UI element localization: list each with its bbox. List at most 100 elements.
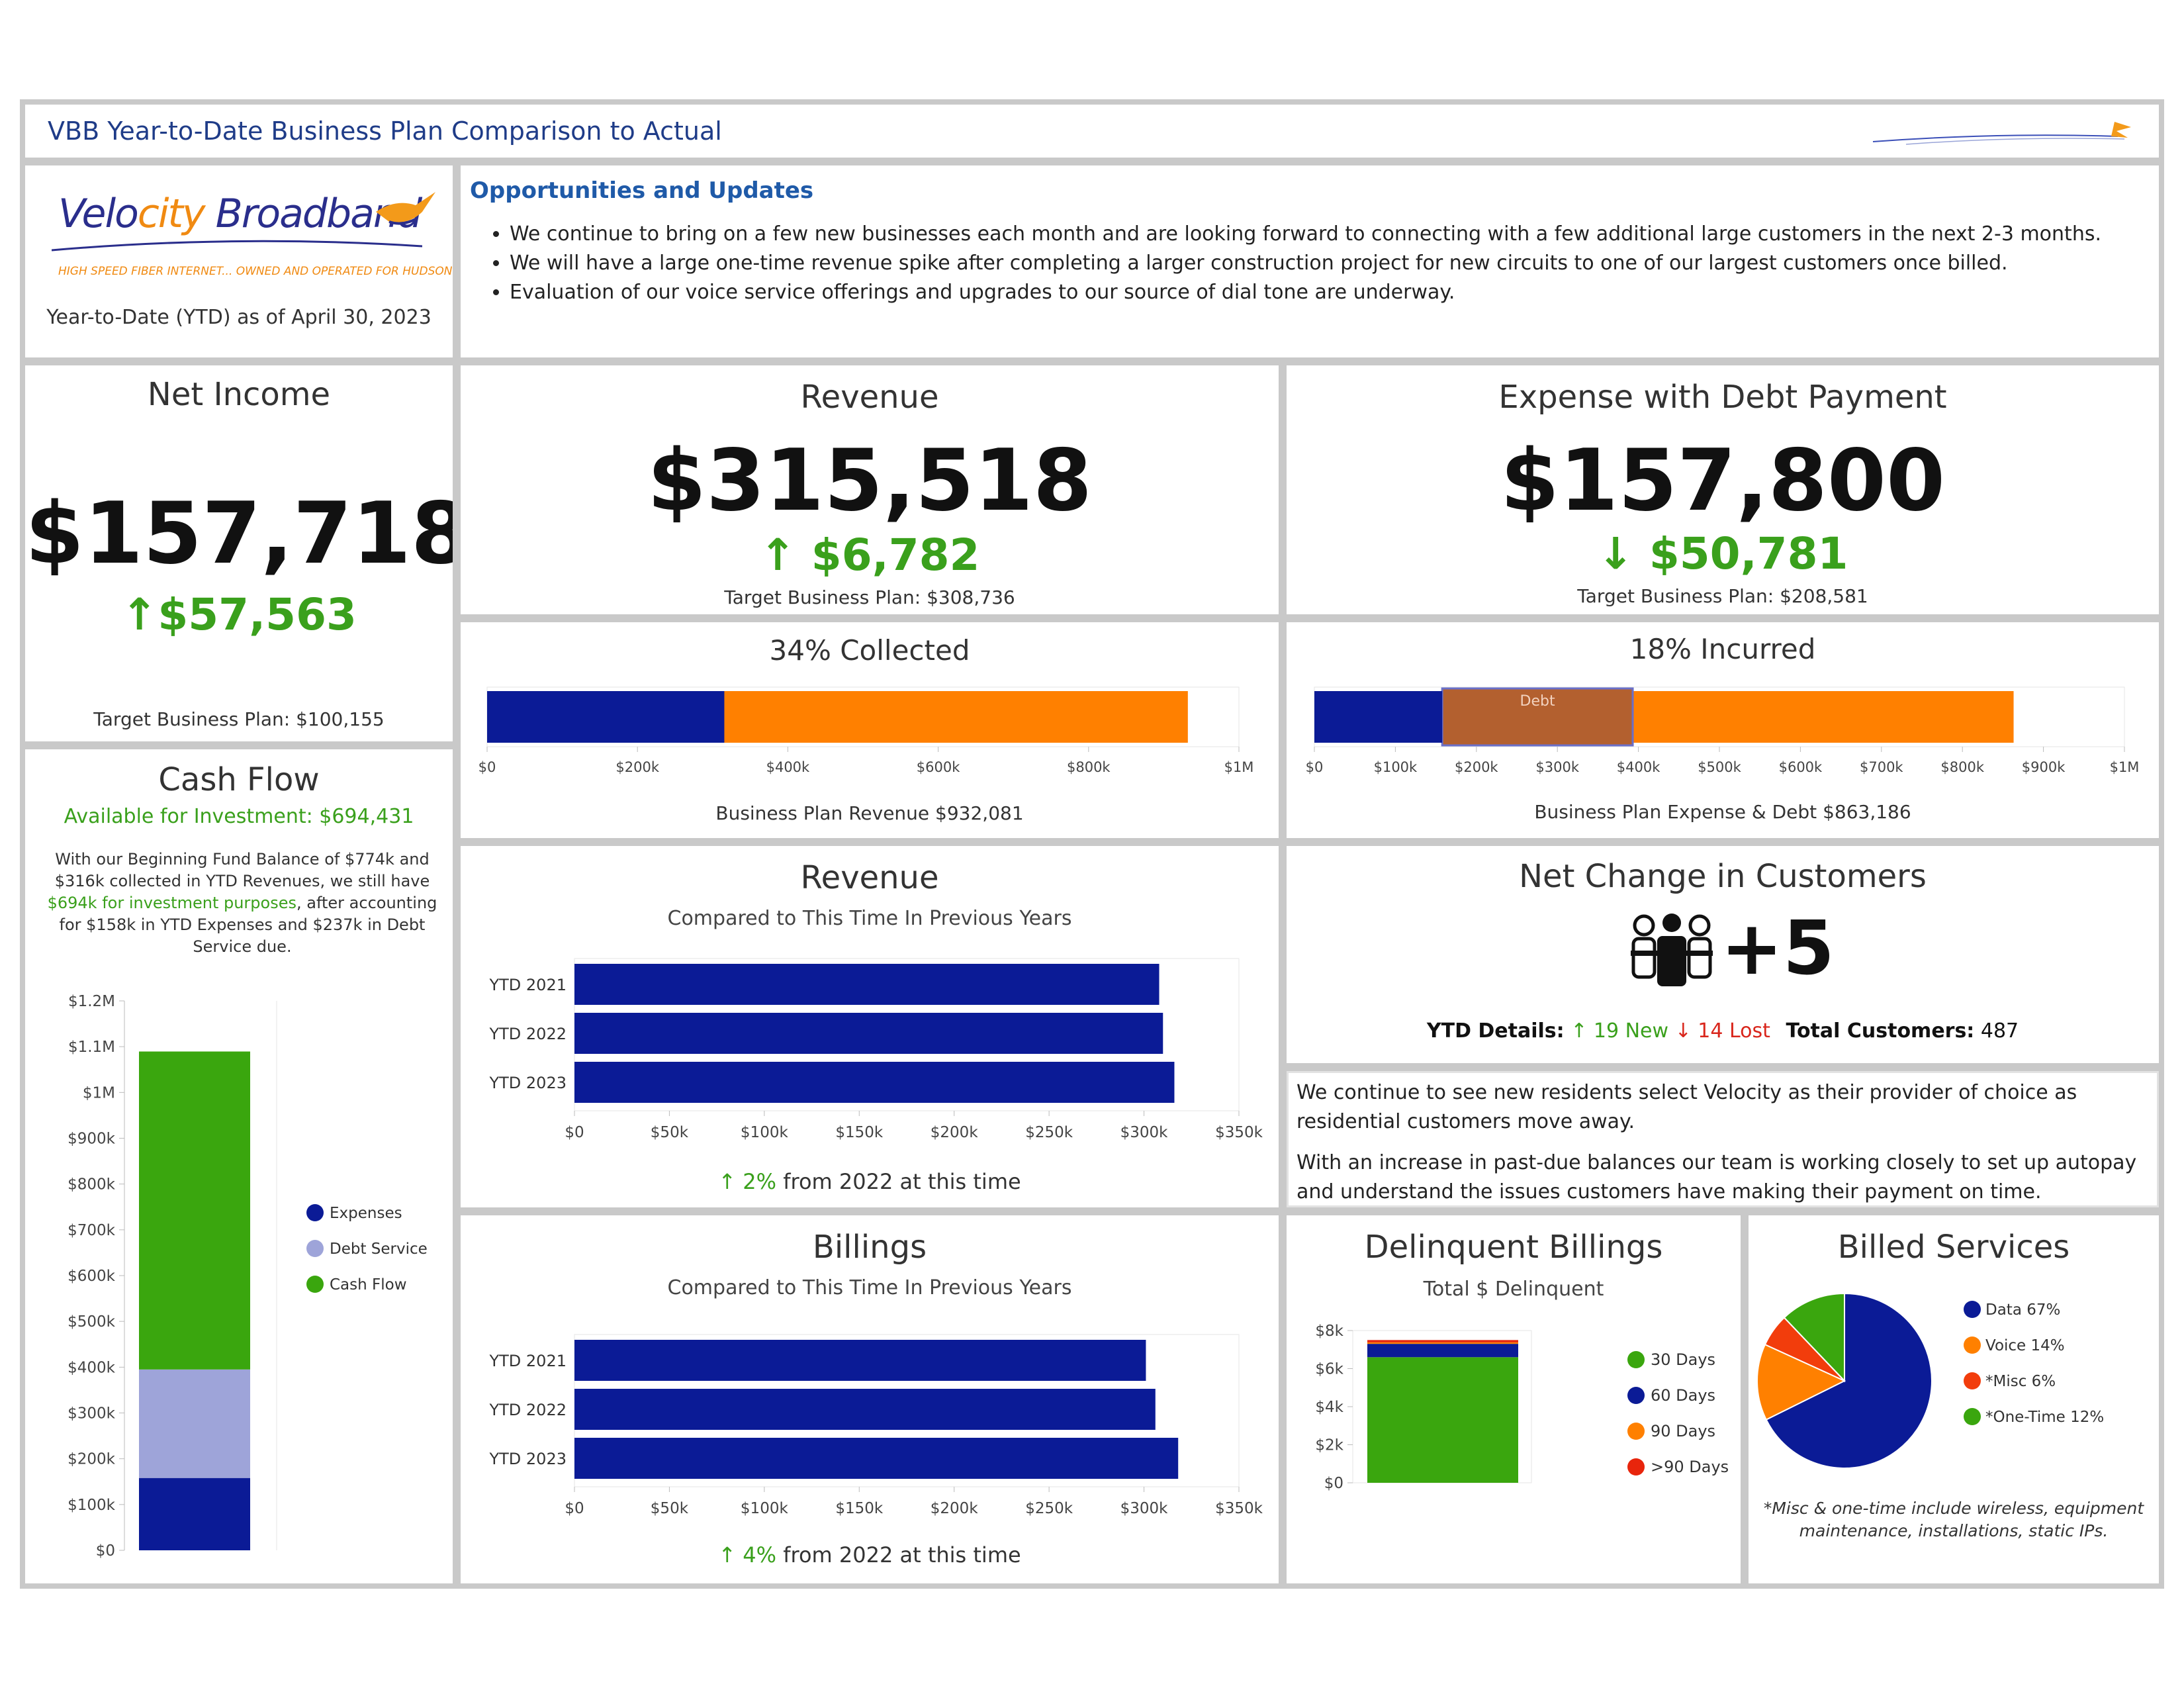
customers-value: +5 bbox=[1721, 906, 1835, 992]
customers-total-label: Total Customers: bbox=[1786, 1019, 1975, 1043]
header-logo-icon bbox=[1872, 122, 2131, 145]
cash-flow-chart: $0 $100k $200k $300k $400k $500k $600k $700k $80… bbox=[68, 993, 428, 1560]
x-tick-label: $0 bbox=[565, 1124, 584, 1141]
y-tick-label: $1M bbox=[83, 1084, 115, 1102]
tick-label: $200k bbox=[615, 759, 659, 775]
incurred-footer: Business Plan Expense & Debt $863,186 bbox=[1534, 801, 1911, 823]
tick-label: $800k bbox=[1067, 759, 1111, 775]
category-label: YTD 2023 bbox=[488, 1074, 567, 1092]
revenue-compare-footer-arrow: ↑ 2% bbox=[718, 1169, 777, 1194]
category-label: YTD 2021 bbox=[488, 1352, 567, 1370]
y-tick-label: $800k bbox=[68, 1176, 116, 1194]
billings-compare-footer-arrow: ↑ 4% bbox=[718, 1542, 777, 1568]
dashboard: VBB Year-to-Date Business Plan Compariso… bbox=[20, 99, 2164, 1589]
x-tick-label: $250k bbox=[1025, 1500, 1073, 1517]
y-tick-label: $500k bbox=[68, 1313, 116, 1331]
tick-label: $600k bbox=[917, 759, 960, 775]
customers-title: Net Change in Customers bbox=[1519, 858, 1927, 895]
tick-label: $500k bbox=[1698, 759, 1741, 775]
header-bar: VBB Year-to-Date Business Plan Compariso… bbox=[25, 105, 2159, 158]
bird-icon bbox=[376, 192, 435, 225]
revenue-delta: ↑ $6,782 bbox=[759, 530, 980, 581]
actual-bar bbox=[1314, 691, 1443, 743]
net-income-value: $157,718 bbox=[25, 485, 453, 583]
customers-total-value: 487 bbox=[1980, 1019, 2019, 1043]
tick-label: $200k bbox=[1455, 759, 1498, 775]
revenue-compare-footer-text: from 2022 at this time bbox=[776, 1169, 1021, 1194]
legend-label: >90 Days bbox=[1651, 1458, 1729, 1476]
x-tick-label: $150k bbox=[835, 1124, 884, 1141]
legend-marker bbox=[1964, 1336, 1981, 1354]
x-tick-label: $300k bbox=[1120, 1500, 1169, 1517]
legend-label: *One-Time 12% bbox=[1985, 1409, 2104, 1426]
revenue-compare-footer: ↑ 2% from 2022 at this time bbox=[461, 1169, 1279, 1194]
cash-flow-desc-part1: With our Beginning Fund Balance of $774k… bbox=[54, 850, 430, 890]
incurred-progress-chart: Debt $0 $100k $200k $300k $400k $500k $600k $700… bbox=[1306, 686, 2139, 775]
x-tick-label: $200k bbox=[931, 1500, 979, 1517]
billed-services-title: Billed Services bbox=[1837, 1229, 2070, 1266]
cash-flow-desc-part2: , after accounting for $158k in YTD Expe… bbox=[59, 894, 437, 956]
legend-label: 90 Days bbox=[1651, 1422, 1715, 1440]
net-income-panel: Net Income $157,718 ↑$57,563 Target Busi… bbox=[25, 365, 453, 741]
update-item: We continue to bring on a few new busine… bbox=[510, 220, 2151, 249]
category-label: YTD 2021 bbox=[488, 976, 567, 994]
revenue-compare-title: Revenue bbox=[800, 859, 939, 896]
billings-compare-panel: Billings Compared to This Time In Previo… bbox=[461, 1215, 1279, 1583]
billed-services-note: *Misc & one-time include wireless, equip… bbox=[1763, 1499, 2144, 1540]
update-item: Evaluation of our voice service offering… bbox=[510, 278, 2151, 307]
delinquent-chart: $0 $2k $4k $6k $8k 30 Days 60 Days 90 Days >90 D… bbox=[1315, 1323, 1729, 1492]
expense-target: Target Business Plan: $208,581 bbox=[1577, 585, 1868, 607]
stack-segment-debt-service bbox=[139, 1369, 250, 1478]
revenue-kpi-panel: Revenue $315,518 ↑ $6,782 Target Busines… bbox=[461, 365, 1279, 614]
bar bbox=[574, 1438, 1179, 1479]
y-tick-label: $8k bbox=[1315, 1323, 1343, 1340]
category-label: YTD 2022 bbox=[488, 1401, 567, 1419]
bar bbox=[574, 964, 1160, 1005]
x-tick-label: $350k bbox=[1215, 1124, 1263, 1141]
net-income-target: Target Business Plan: $100,155 bbox=[93, 708, 385, 730]
billings-compare-chart: YTD 2021 YTD 2022 YTD 2023 $0 $50k $100k $150k… bbox=[488, 1334, 1263, 1517]
updates-panel: Opportunities and Updates We continue to… bbox=[461, 165, 2159, 357]
tick-label: $0 bbox=[1306, 759, 1324, 775]
y-tick-label: $0 bbox=[1324, 1475, 1343, 1492]
tick-label: $900k bbox=[2022, 759, 2066, 775]
legend-marker bbox=[1964, 1408, 1981, 1425]
legend-label: Expenses bbox=[330, 1205, 402, 1222]
customer-note-1: We continue to see new residents select … bbox=[1297, 1081, 2077, 1133]
expense-delta: ↓ $50,781 bbox=[1597, 528, 1848, 579]
brand-swoosh bbox=[52, 240, 422, 252]
stack-segment bbox=[1367, 1344, 1518, 1358]
tick-label: $300k bbox=[1535, 759, 1579, 775]
tick-label: $0 bbox=[478, 759, 496, 775]
updates-title: Opportunities and Updates bbox=[470, 177, 814, 204]
legend-marker bbox=[1964, 1372, 1981, 1389]
updates-list: We continue to bring on a few new busine… bbox=[483, 220, 2151, 307]
brand-tagline: HIGH SPEED FIBER INTERNET... OWNED AND O… bbox=[58, 265, 453, 278]
x-tick-label: $250k bbox=[1025, 1124, 1073, 1141]
legend-label: Data 67% bbox=[1985, 1301, 2060, 1319]
revenue-compare-chart: YTD 2021 YTD 2022 YTD 2023 $0 $50k $100k $150k… bbox=[488, 958, 1263, 1141]
legend-label: *Misc 6% bbox=[1985, 1373, 2056, 1390]
cash-flow-panel: Cash Flow Available for Investment: $694… bbox=[25, 749, 453, 1583]
legend-label: Debt Service bbox=[330, 1241, 428, 1258]
revenue-title: Revenue bbox=[800, 379, 939, 416]
tick-label: $400k bbox=[766, 759, 810, 775]
tick-label: $400k bbox=[1617, 759, 1661, 775]
legend-marker bbox=[1964, 1301, 1981, 1318]
collected-footer: Business Plan Revenue $932,081 bbox=[715, 802, 1024, 824]
incurred-panel: 18% Incurred Debt $0 $100k $200k $300k $400k $… bbox=[1287, 622, 2159, 838]
customers-details: YTD Details: ↑ 19 New ↓ 14 Lost Total Cu… bbox=[1287, 1019, 2159, 1043]
y-tick-label: $200k bbox=[68, 1451, 116, 1468]
net-income-delta: ↑$57,563 bbox=[121, 589, 357, 640]
billings-compare-title: Billings bbox=[812, 1229, 927, 1266]
category-label: YTD 2023 bbox=[488, 1450, 567, 1468]
y-tick-label: $2k bbox=[1315, 1437, 1343, 1454]
delinquent-panel: Delinquent Billings Total $ Delinquent $… bbox=[1287, 1215, 1741, 1583]
legend-label: Voice 14% bbox=[1985, 1337, 2065, 1354]
x-tick-label: $150k bbox=[835, 1500, 884, 1517]
tick-label: $600k bbox=[1779, 759, 1823, 775]
y-tick-label: $1.2M bbox=[68, 993, 115, 1010]
y-tick-label: $700k bbox=[68, 1222, 116, 1239]
delinquent-title: Delinquent Billings bbox=[1364, 1229, 1663, 1266]
customers-new: ↑ 19 New bbox=[1570, 1019, 1669, 1043]
